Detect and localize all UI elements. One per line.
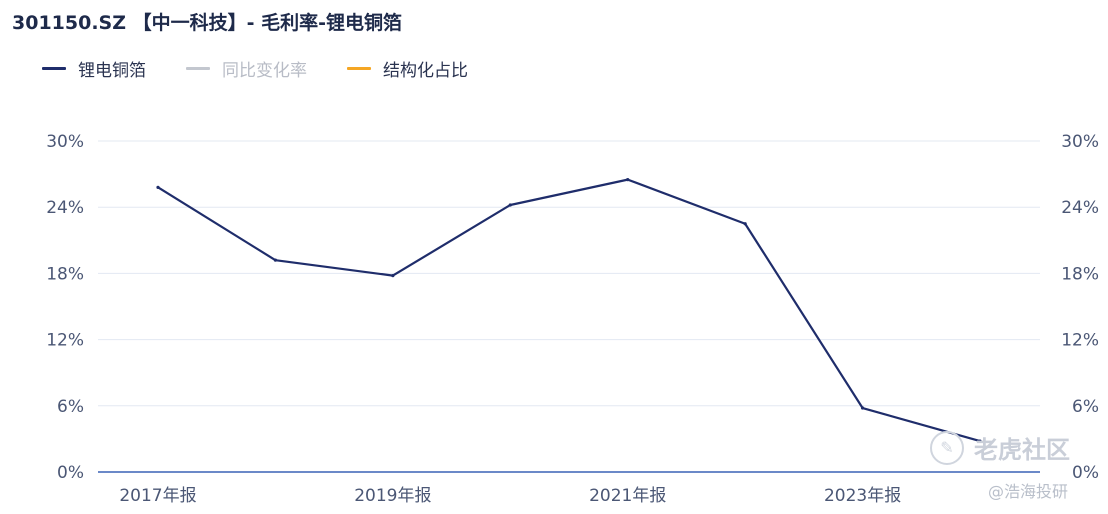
data-point — [508, 203, 512, 207]
data-point — [156, 185, 160, 189]
watermark-author: @浩海投研 — [988, 482, 1069, 501]
legend-item-series[interactable]: 锂电铜箔 — [42, 56, 146, 81]
y-tick-label-left: 12% — [46, 331, 84, 351]
data-point — [273, 258, 278, 262]
data-point — [626, 178, 630, 182]
y-tick-label-left: 6% — [57, 397, 84, 417]
x-tick-label: 2019年报 — [354, 486, 431, 506]
legend-swatch-yoy — [186, 67, 210, 70]
chart-title: 301150.SZ 【中一科技】- 毛利率-锂电铜箔 — [12, 12, 403, 34]
y-tick-label-right: 6% — [1072, 397, 1099, 417]
legend-label-series: 锂电铜箔 — [78, 61, 146, 81]
x-tick-label: 2021年报 — [589, 486, 666, 506]
y-tick-label-right: 18% — [1061, 264, 1099, 284]
legend-label-yoy: 同比变化率 — [222, 61, 307, 81]
y-tick-label-left: 18% — [46, 264, 84, 284]
tiger-logo-icon: ✎ — [930, 430, 964, 465]
y-tick-label-right: 12% — [1061, 331, 1099, 351]
legend-swatch-series — [42, 67, 66, 70]
watermark-logo: ✎ 老虎社区 — [930, 430, 1070, 465]
data-point — [391, 274, 395, 278]
x-tick-label: 2017年报 — [119, 486, 196, 506]
data-point — [743, 222, 747, 226]
legend-swatch-structure — [347, 67, 371, 70]
y-tick-label-right: 24% — [1061, 198, 1099, 218]
y-tick-label-left: 0% — [57, 463, 84, 483]
legend-label-structure: 结构化占比 — [383, 61, 468, 81]
legend: 锂电铜箔 同比变化率 结构化占比 — [42, 56, 508, 81]
data-point — [860, 406, 865, 410]
x-tick-label: 2023年报 — [824, 486, 901, 506]
series-line — [156, 178, 982, 443]
y-tick-label-left: 30% — [46, 132, 84, 152]
y-tick-label-right: 30% — [1061, 132, 1099, 152]
legend-item-yoy[interactable]: 同比变化率 — [186, 56, 307, 81]
y-tick-label-right: 0% — [1072, 463, 1099, 483]
data-point — [978, 439, 982, 443]
legend-item-structure[interactable]: 结构化占比 — [347, 56, 468, 81]
watermark-logo-text: 老虎社区 — [974, 436, 1070, 464]
y-tick-label-left: 24% — [46, 198, 84, 218]
